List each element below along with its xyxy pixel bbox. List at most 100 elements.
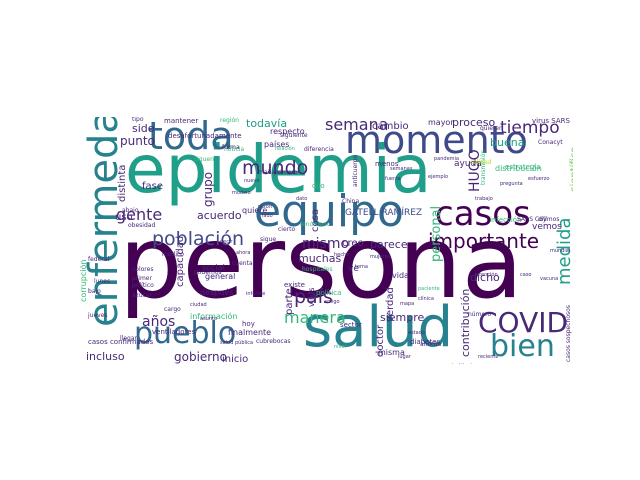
word-diferencia: diferencia bbox=[304, 146, 334, 153]
word-buena: buena bbox=[490, 136, 525, 149]
word-dijimos: dijimos bbox=[538, 216, 560, 223]
word-colores: colores bbox=[132, 266, 154, 273]
word-diabetes: diabetes bbox=[410, 338, 441, 346]
word-casos-sospechosos: casos sospechosos bbox=[565, 305, 572, 362]
word-misma: misma bbox=[378, 348, 405, 357]
word-numero: número bbox=[468, 311, 492, 318]
word-mapa: mapa bbox=[400, 301, 415, 307]
word-region: región bbox=[220, 117, 239, 124]
word-cubrebocas: cubrebocas bbox=[256, 338, 291, 345]
word-razon: razón bbox=[258, 204, 272, 210]
word-dijo: dijo bbox=[312, 182, 325, 190]
word-acuerdo: acuerdo bbox=[197, 209, 242, 222]
word-dicho: dicho bbox=[470, 271, 500, 284]
word-modelo: modelo bbox=[232, 190, 251, 196]
word-equipo: equipo bbox=[254, 186, 404, 237]
word-todavia: todavía bbox=[246, 117, 288, 130]
word-politica: política bbox=[316, 289, 342, 297]
word-gente: gente bbox=[116, 205, 163, 224]
word-momento: momento bbox=[345, 118, 528, 162]
word-paciente: paciente bbox=[418, 286, 440, 292]
word-dato: dato bbox=[296, 196, 308, 202]
word-amigo: amigo bbox=[324, 299, 340, 305]
word-medico: médico bbox=[162, 251, 184, 258]
word-pais: país bbox=[294, 286, 333, 308]
word-proceso: proceso bbox=[452, 117, 496, 129]
word-nivel: nivel bbox=[334, 344, 346, 350]
word-bien: bien bbox=[490, 329, 555, 364]
word-jueves: jueves bbox=[88, 312, 108, 319]
word-desafortunadamente: desafortunadamente bbox=[168, 132, 242, 140]
word-trabajo: trabajo bbox=[475, 196, 493, 202]
word-esfuerzo: esfuerzo bbox=[528, 176, 550, 182]
word-nuevo: nuevo bbox=[244, 178, 260, 184]
word-informe: informe bbox=[246, 291, 266, 297]
word-general: general bbox=[205, 272, 236, 281]
word-siguen: siguen bbox=[194, 156, 214, 163]
word-fase: fase bbox=[142, 181, 164, 192]
word-caso: caso bbox=[520, 272, 532, 278]
word-vida: vida bbox=[392, 271, 409, 280]
word-salud-publica: salud pública bbox=[220, 340, 254, 346]
word-federal: federal bbox=[88, 256, 110, 263]
word-primero: primero bbox=[274, 169, 298, 176]
word-reciente: reciente bbox=[478, 354, 499, 360]
word-infeccion: infección bbox=[490, 216, 522, 224]
word-tipo: tipo bbox=[132, 117, 144, 123]
word-mundo: mundo bbox=[242, 157, 309, 179]
word-llegar: llegar bbox=[120, 335, 137, 342]
word-tiempo: tiempo bbox=[500, 118, 560, 138]
word-mayor: mayor bbox=[428, 118, 454, 127]
word-hoy: hoy bbox=[242, 320, 255, 328]
word-casos-confirmados: casos confirmados bbox=[88, 338, 154, 346]
word-politico: político bbox=[132, 282, 154, 289]
word-ayuda: ayuda bbox=[454, 159, 482, 169]
word-quiere: quiere bbox=[242, 206, 268, 215]
word-finalmente: finalmente bbox=[228, 328, 272, 337]
word-manera: manera bbox=[284, 308, 346, 327]
word-siempre: siempre bbox=[380, 311, 425, 324]
word-cierto: cierto bbox=[278, 226, 296, 233]
word-conacyt: Conacyt bbox=[538, 139, 563, 146]
word-forma: forma bbox=[222, 144, 240, 151]
word-mantener: mantener bbox=[164, 117, 199, 125]
word-punto: punto bbox=[120, 134, 155, 148]
word-mismo: mismo bbox=[302, 236, 350, 252]
word-anticuerpo: anticuerpo bbox=[352, 154, 359, 187]
word-siguiente: siguiente bbox=[280, 132, 308, 139]
word-menos: menos bbox=[375, 160, 399, 168]
word-ve: ve bbox=[348, 264, 359, 274]
word-vacuna: vacuna bbox=[540, 276, 559, 282]
word-cientifico: científico bbox=[569, 146, 573, 192]
word-clinica: clínica bbox=[418, 296, 434, 302]
word-existe: existe bbox=[284, 281, 305, 289]
word-poblacion: población bbox=[152, 228, 245, 250]
word-pregunta: pregunta bbox=[500, 181, 523, 187]
word-cuenta: cuenta bbox=[232, 260, 253, 267]
word-ahorita: ahorita bbox=[420, 341, 442, 348]
word-pueblo: pueblo bbox=[134, 316, 237, 351]
word-contribucion: contribución bbox=[459, 288, 472, 357]
word-anos: años bbox=[142, 314, 176, 330]
word-ejemplo: ejemplo bbox=[428, 174, 449, 180]
word-gobierno: gobierno bbox=[174, 350, 227, 364]
word-tema: tema bbox=[355, 264, 368, 270]
word-uso: uso bbox=[115, 212, 133, 223]
word-cambio: cambio bbox=[372, 121, 409, 132]
word-informacion: información bbox=[190, 312, 238, 321]
word-calidad: calidad bbox=[470, 159, 492, 166]
word-persona: persona bbox=[119, 204, 524, 321]
word-lado: lado bbox=[262, 213, 273, 219]
word-bajo: bajo bbox=[88, 288, 101, 295]
word-virus-sars: virus SARS bbox=[532, 117, 570, 125]
word-ahora: ahora bbox=[236, 250, 251, 256]
word-corrupcion: corrupción bbox=[80, 259, 88, 302]
word-obesidad: obesidad bbox=[128, 222, 156, 229]
word-paises: países bbox=[264, 140, 290, 149]
word-grupo: grupo bbox=[201, 171, 215, 207]
word-manana: mañana bbox=[258, 169, 283, 176]
word-china: China bbox=[342, 198, 360, 205]
word-social: social bbox=[202, 263, 225, 272]
word-mujeres: mujeres bbox=[370, 254, 391, 260]
word-azucar: azúcar bbox=[132, 292, 153, 299]
